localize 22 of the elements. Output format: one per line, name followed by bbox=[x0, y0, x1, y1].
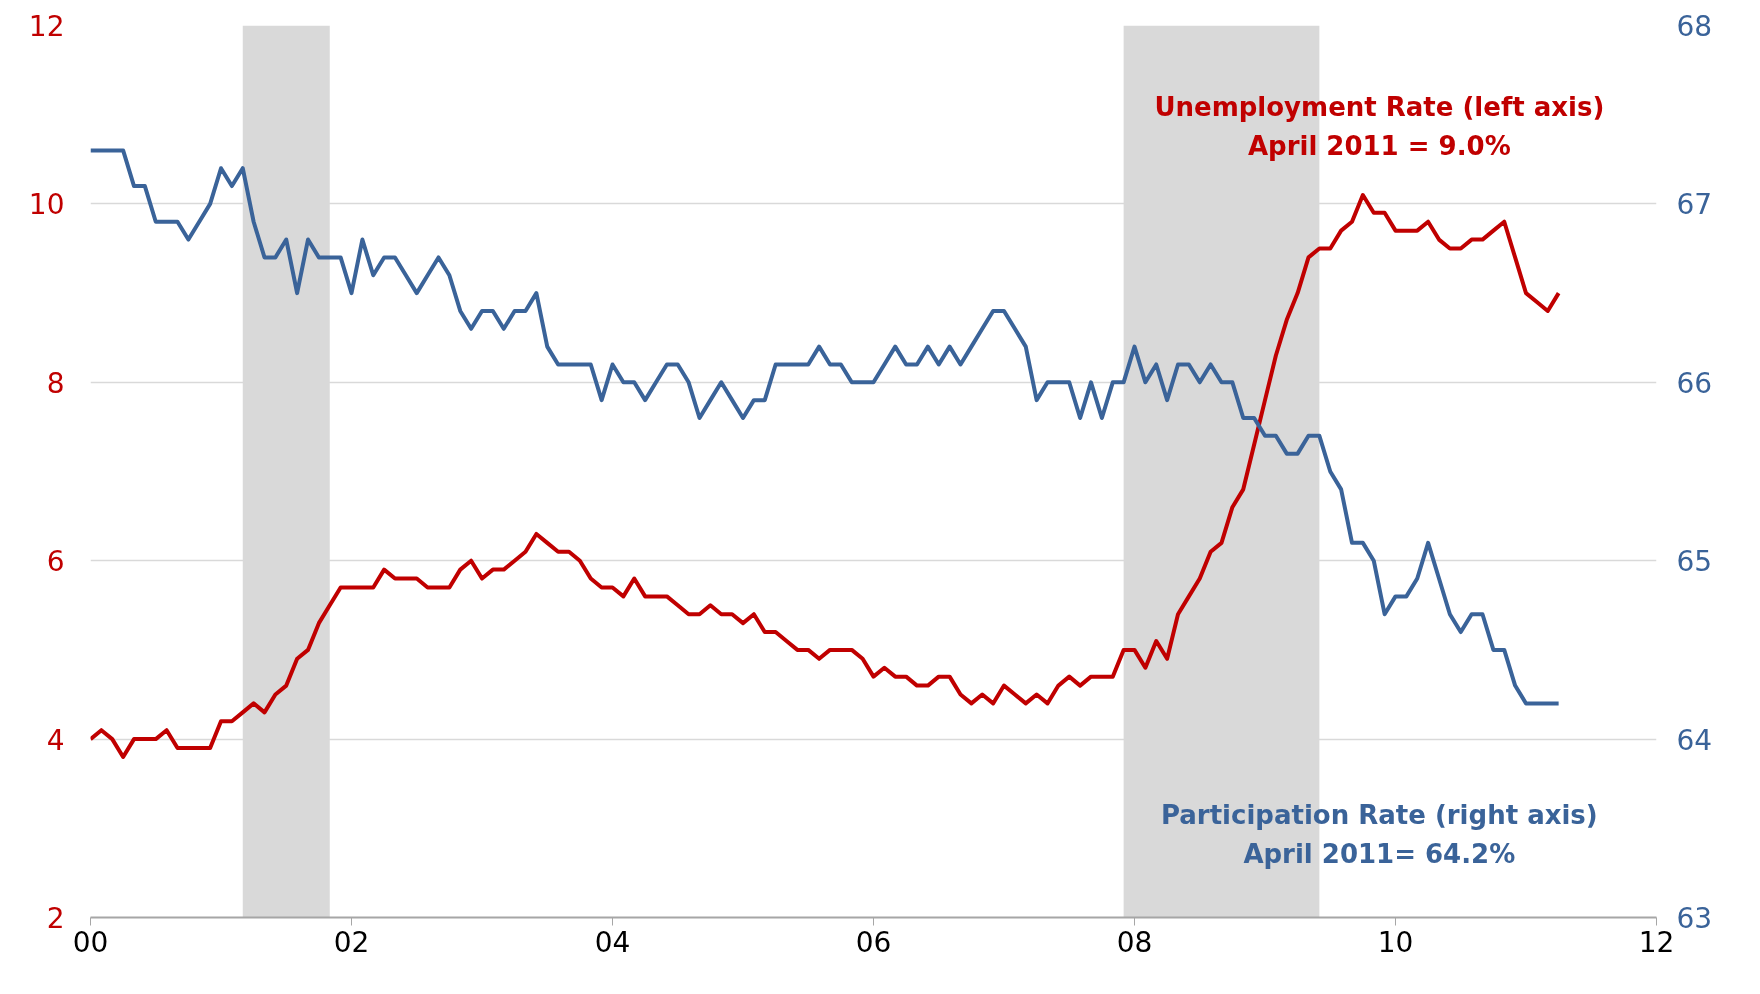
y2-tick-label: 67 bbox=[1676, 188, 1713, 222]
annotation: Participation Rate (right axis) April 2011= 64.2% bbox=[1160, 799, 1598, 869]
y-tick-label: 4 bbox=[46, 723, 65, 757]
y2-tick-label: 64 bbox=[1676, 723, 1713, 757]
y-tick-label: 8 bbox=[46, 366, 65, 400]
y-tick-label: 12 bbox=[28, 10, 65, 43]
y2-tick-label: 65 bbox=[1676, 545, 1713, 579]
x-tick-label: 06 bbox=[855, 925, 892, 959]
y-tick-label: 6 bbox=[46, 545, 65, 579]
x-tick-label: 00 bbox=[72, 925, 109, 959]
x-tick-label: 10 bbox=[1377, 925, 1414, 959]
x-tick-label: 02 bbox=[333, 925, 370, 959]
y2-tick-label: 68 bbox=[1676, 10, 1713, 43]
x-tick-label: 08 bbox=[1116, 925, 1153, 959]
line-series bbox=[90, 192, 1561, 759]
y2-tick-label: 66 bbox=[1676, 366, 1713, 400]
x-tick-label: 04 bbox=[594, 925, 631, 959]
y2-tick-label: 63 bbox=[1676, 902, 1713, 935]
annotation: Unemployment Rate (left axis) April 2011 = 9.0% bbox=[1154, 92, 1605, 162]
y-tick-label: 10 bbox=[28, 188, 65, 222]
y-tick-label: 2 bbox=[46, 902, 65, 935]
x-tick-label: 12 bbox=[1638, 925, 1675, 959]
